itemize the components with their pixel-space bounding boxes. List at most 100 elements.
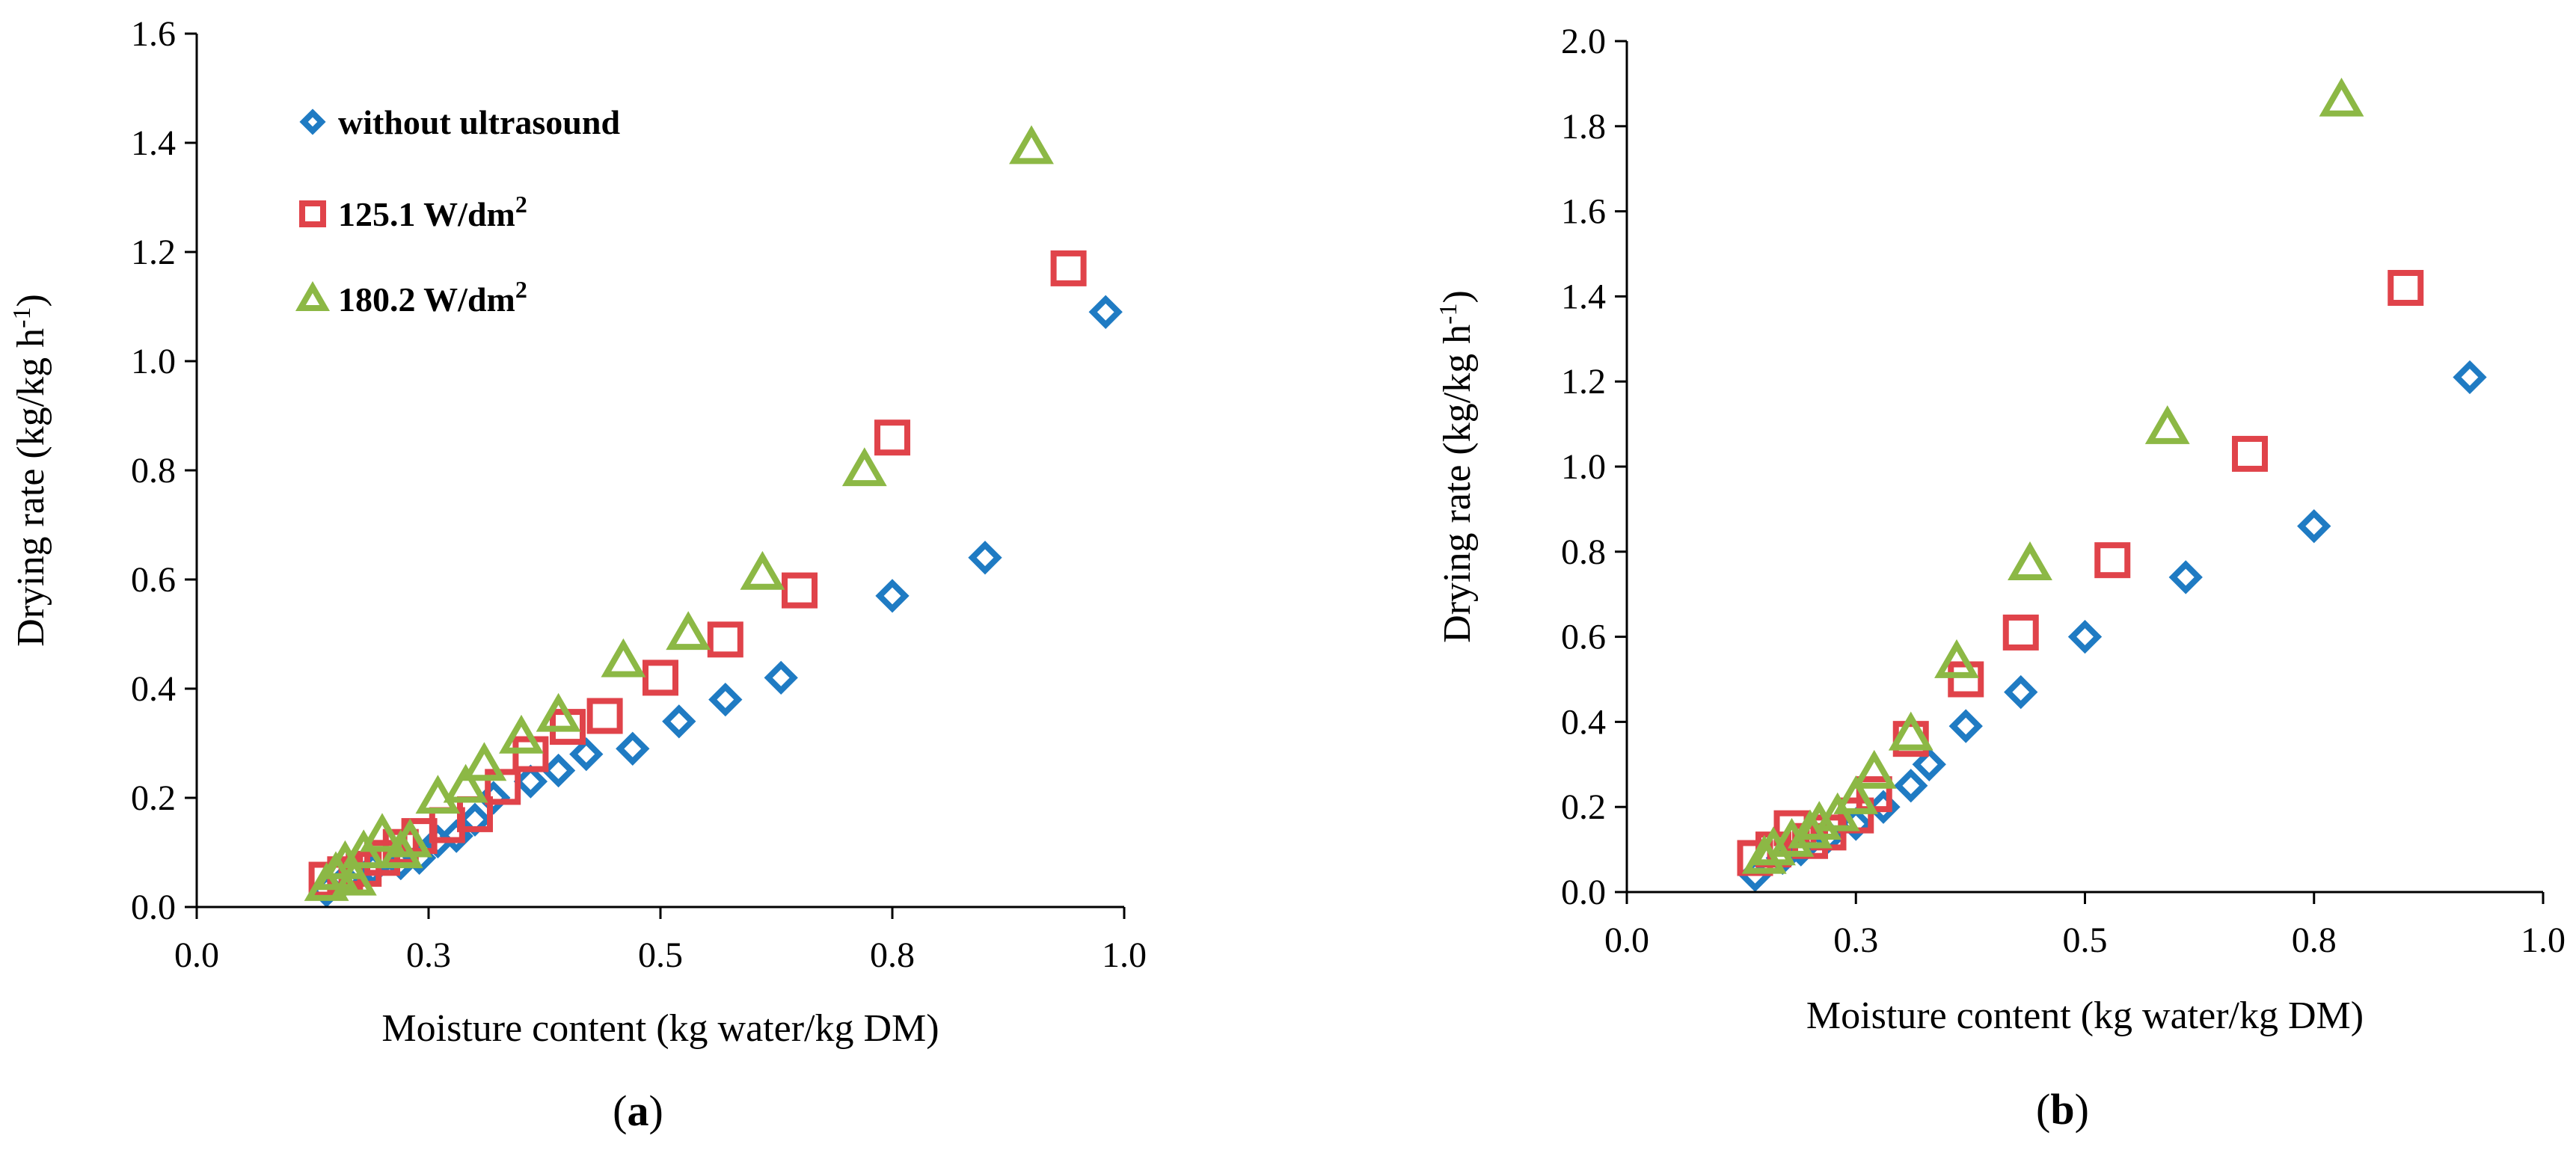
legend-square-icon: [299, 200, 326, 227]
legend-diamond-icon: [299, 108, 326, 135]
panel-b-y-axis-title-sup: -1: [1435, 303, 1462, 324]
panel-a-point-triangle: [740, 550, 785, 590]
panel-a-marks: [304, 125, 1123, 908]
panel-a-point-diamond: [458, 802, 492, 837]
panel-a-point-diamond: [1088, 295, 1123, 329]
panel-b-point-triangle: [2319, 77, 2364, 117]
panel-b-x-tick-label: 0.5: [2063, 920, 2108, 960]
panel-a-x-tick-label: 0.3: [406, 935, 451, 975]
panel-b-x-tick-label: 0.3: [1833, 920, 1878, 960]
panel-a-label: (a): [613, 1086, 663, 1135]
panel-a-point-triangle: [499, 714, 544, 754]
panel-b-y-tick-label: 1.4: [1561, 277, 1606, 316]
panel-a-axes: 0.0 0.2 0.4 0.6 0.8 1.0 1.2 1.4 1.6 0.0 0.3 0.5 0.8 1…: [131, 14, 1147, 975]
panel-b-point-square: [1948, 661, 1984, 698]
legend-diamond-marker: [299, 108, 326, 135]
panel-a-y-axis-title-sup: -1: [8, 307, 36, 328]
panel-a-point-triangle: [601, 638, 646, 677]
panel-a-point-diamond: [708, 682, 743, 717]
panel-b-point-square: [2232, 435, 2268, 472]
legend-label-without-ultrasound: without ultrasound: [338, 103, 620, 141]
panel-b-point-triangle: [1888, 711, 1933, 751]
panel-b-y-tick-label: 1.6: [1561, 192, 1606, 232]
panel-a-y-tick-label: 0.2: [131, 778, 176, 818]
panel-a-point-diamond: [541, 753, 576, 788]
panel-a-point-diamond: [875, 579, 910, 613]
panel-b-x-tick-label: 0.8: [2292, 920, 2337, 960]
panel-b-point-diamond: [2067, 619, 2103, 654]
panel-a-y-axis-title-close: ): [10, 294, 52, 307]
legend-item-180w: 180.2 W/dm2: [295, 276, 527, 319]
panel-b-y-axis-title-close: ): [1436, 290, 1479, 303]
panel-a-x-tick-label: 0.5: [638, 935, 683, 975]
panel-b-y-tick-label: 0.2: [1561, 787, 1606, 827]
legend: without ultrasound 125.1 W/dm2 180.2 W/d…: [295, 103, 620, 319]
panel-b-point-triangle: [1851, 749, 1897, 789]
legend-triangle-marker: [295, 281, 331, 311]
legend-triangle-icon: [295, 281, 331, 311]
panel-a-y-tick-label: 0.4: [131, 669, 176, 709]
panel-b-point-triangle: [2008, 541, 2052, 580]
panel-b-y-tick-label: 1.8: [1561, 107, 1606, 147]
panel-b-point-triangle: [1934, 639, 1979, 678]
panel-b-point-square: [2388, 270, 2424, 307]
panel-a-point-triangle: [1009, 125, 1054, 165]
legend-item-125w: 125.1 W/dm2: [299, 191, 527, 233]
panel-a-point-triangle: [415, 775, 461, 814]
panel-a-point-diamond: [569, 737, 604, 772]
panel-a-point-square: [586, 698, 623, 734]
panel-a-x-tick-label: 1.0: [1102, 935, 1147, 975]
panel-a-y-tick-label: 0.0: [131, 888, 176, 927]
panel-a-point-square: [782, 572, 818, 609]
panel-b-y-tick-label: 0.4: [1561, 702, 1606, 742]
chart-panel-b: 0.0 0.2 0.4 0.6 0.8 1.0 1.2 1.4 1.6 1.8 2.0 0.0 0.3 0…: [1435, 22, 2566, 1134]
panel-b-axes: 0.0 0.2 0.4 0.6 0.8 1.0 1.2 1.4 1.6 1.8 2.0 0.0 0.3 0…: [1561, 22, 2566, 960]
panel-b-y-tick-label: 0.0: [1561, 873, 1606, 912]
legend-label-180w: 180.2 W/dm2: [338, 276, 527, 319]
legend-label-125w: 125.1 W/dm2: [338, 191, 527, 233]
panel-a-point-triangle: [387, 818, 433, 858]
panel-a-point-square: [1050, 250, 1087, 286]
panel-a-point-triangle: [443, 763, 488, 803]
panel-a-point-diamond: [662, 704, 696, 739]
panel-b-y-tick-label: 1.2: [1561, 362, 1606, 402]
panel-a-x-axis-title: Moisture content (kg water/kg DM): [381, 1007, 939, 1050]
legend-item-without-ultrasound: without ultrasound: [299, 103, 620, 141]
panel-b-y-tick-label: 0.8: [1561, 532, 1606, 572]
panel-b-point-diamond: [1948, 709, 1983, 743]
panel-b-point-diamond: [2004, 674, 2038, 710]
panel-b-x-tick-label: 1.0: [2521, 920, 2566, 960]
panel-a-x-tick-label: 0.0: [174, 935, 219, 975]
panel-b-y-tick-label: 2.0: [1561, 22, 1606, 61]
panel-a-point-square: [874, 419, 910, 456]
panel-a-y-tick-label: 1.6: [131, 14, 176, 54]
panel-a-point-square: [643, 660, 678, 696]
panel-b-y-tick-label: 1.0: [1561, 447, 1606, 487]
panel-a-point-square: [707, 621, 743, 658]
panel-a-point-triangle: [331, 856, 377, 896]
panel-b-x-tick-label: 0.0: [1604, 920, 1649, 960]
panel-b-point-diamond: [2453, 360, 2487, 395]
legend-square-marker: [299, 200, 326, 227]
panel-a-y-tick-label: 1.4: [131, 123, 176, 163]
panel-a-point-triangle: [536, 692, 581, 732]
panel-a-point-diamond: [968, 541, 1002, 575]
panel-b-point-diamond: [1894, 769, 1928, 803]
panel-b-point-square: [2094, 542, 2131, 579]
panel-a-y-tick-label: 1.0: [131, 342, 176, 381]
panel-a-y-tick-label: 0.8: [131, 451, 176, 491]
panel-a-y-axis-title-text: Drying rate (kg/kg h: [10, 328, 52, 647]
panel-a-point-diamond: [764, 660, 798, 695]
panel-a-point-square: [364, 840, 400, 876]
panel-b-point-triangle: [1833, 775, 1879, 814]
panel-b-point-triangle: [2144, 405, 2190, 444]
panel-a-x-tick-label: 0.8: [870, 935, 915, 975]
panel-b-y-tick-label: 0.6: [1561, 618, 1606, 657]
panel-b-point-square: [2002, 614, 2039, 651]
panel-a-point-triangle: [360, 813, 405, 852]
chart-panel-a: 0.0 0.2 0.4 0.6 0.8 1.0 1.2 1.4 1.6 0.0 0.3 0.5 0.8 1…: [8, 14, 1147, 1135]
panel-a-y-tick-label: 1.2: [131, 233, 176, 272]
panel-a-point-triangle: [841, 447, 887, 487]
panel-b-y-axis-title-text: Drying rate (kg/kg h: [1436, 325, 1479, 643]
